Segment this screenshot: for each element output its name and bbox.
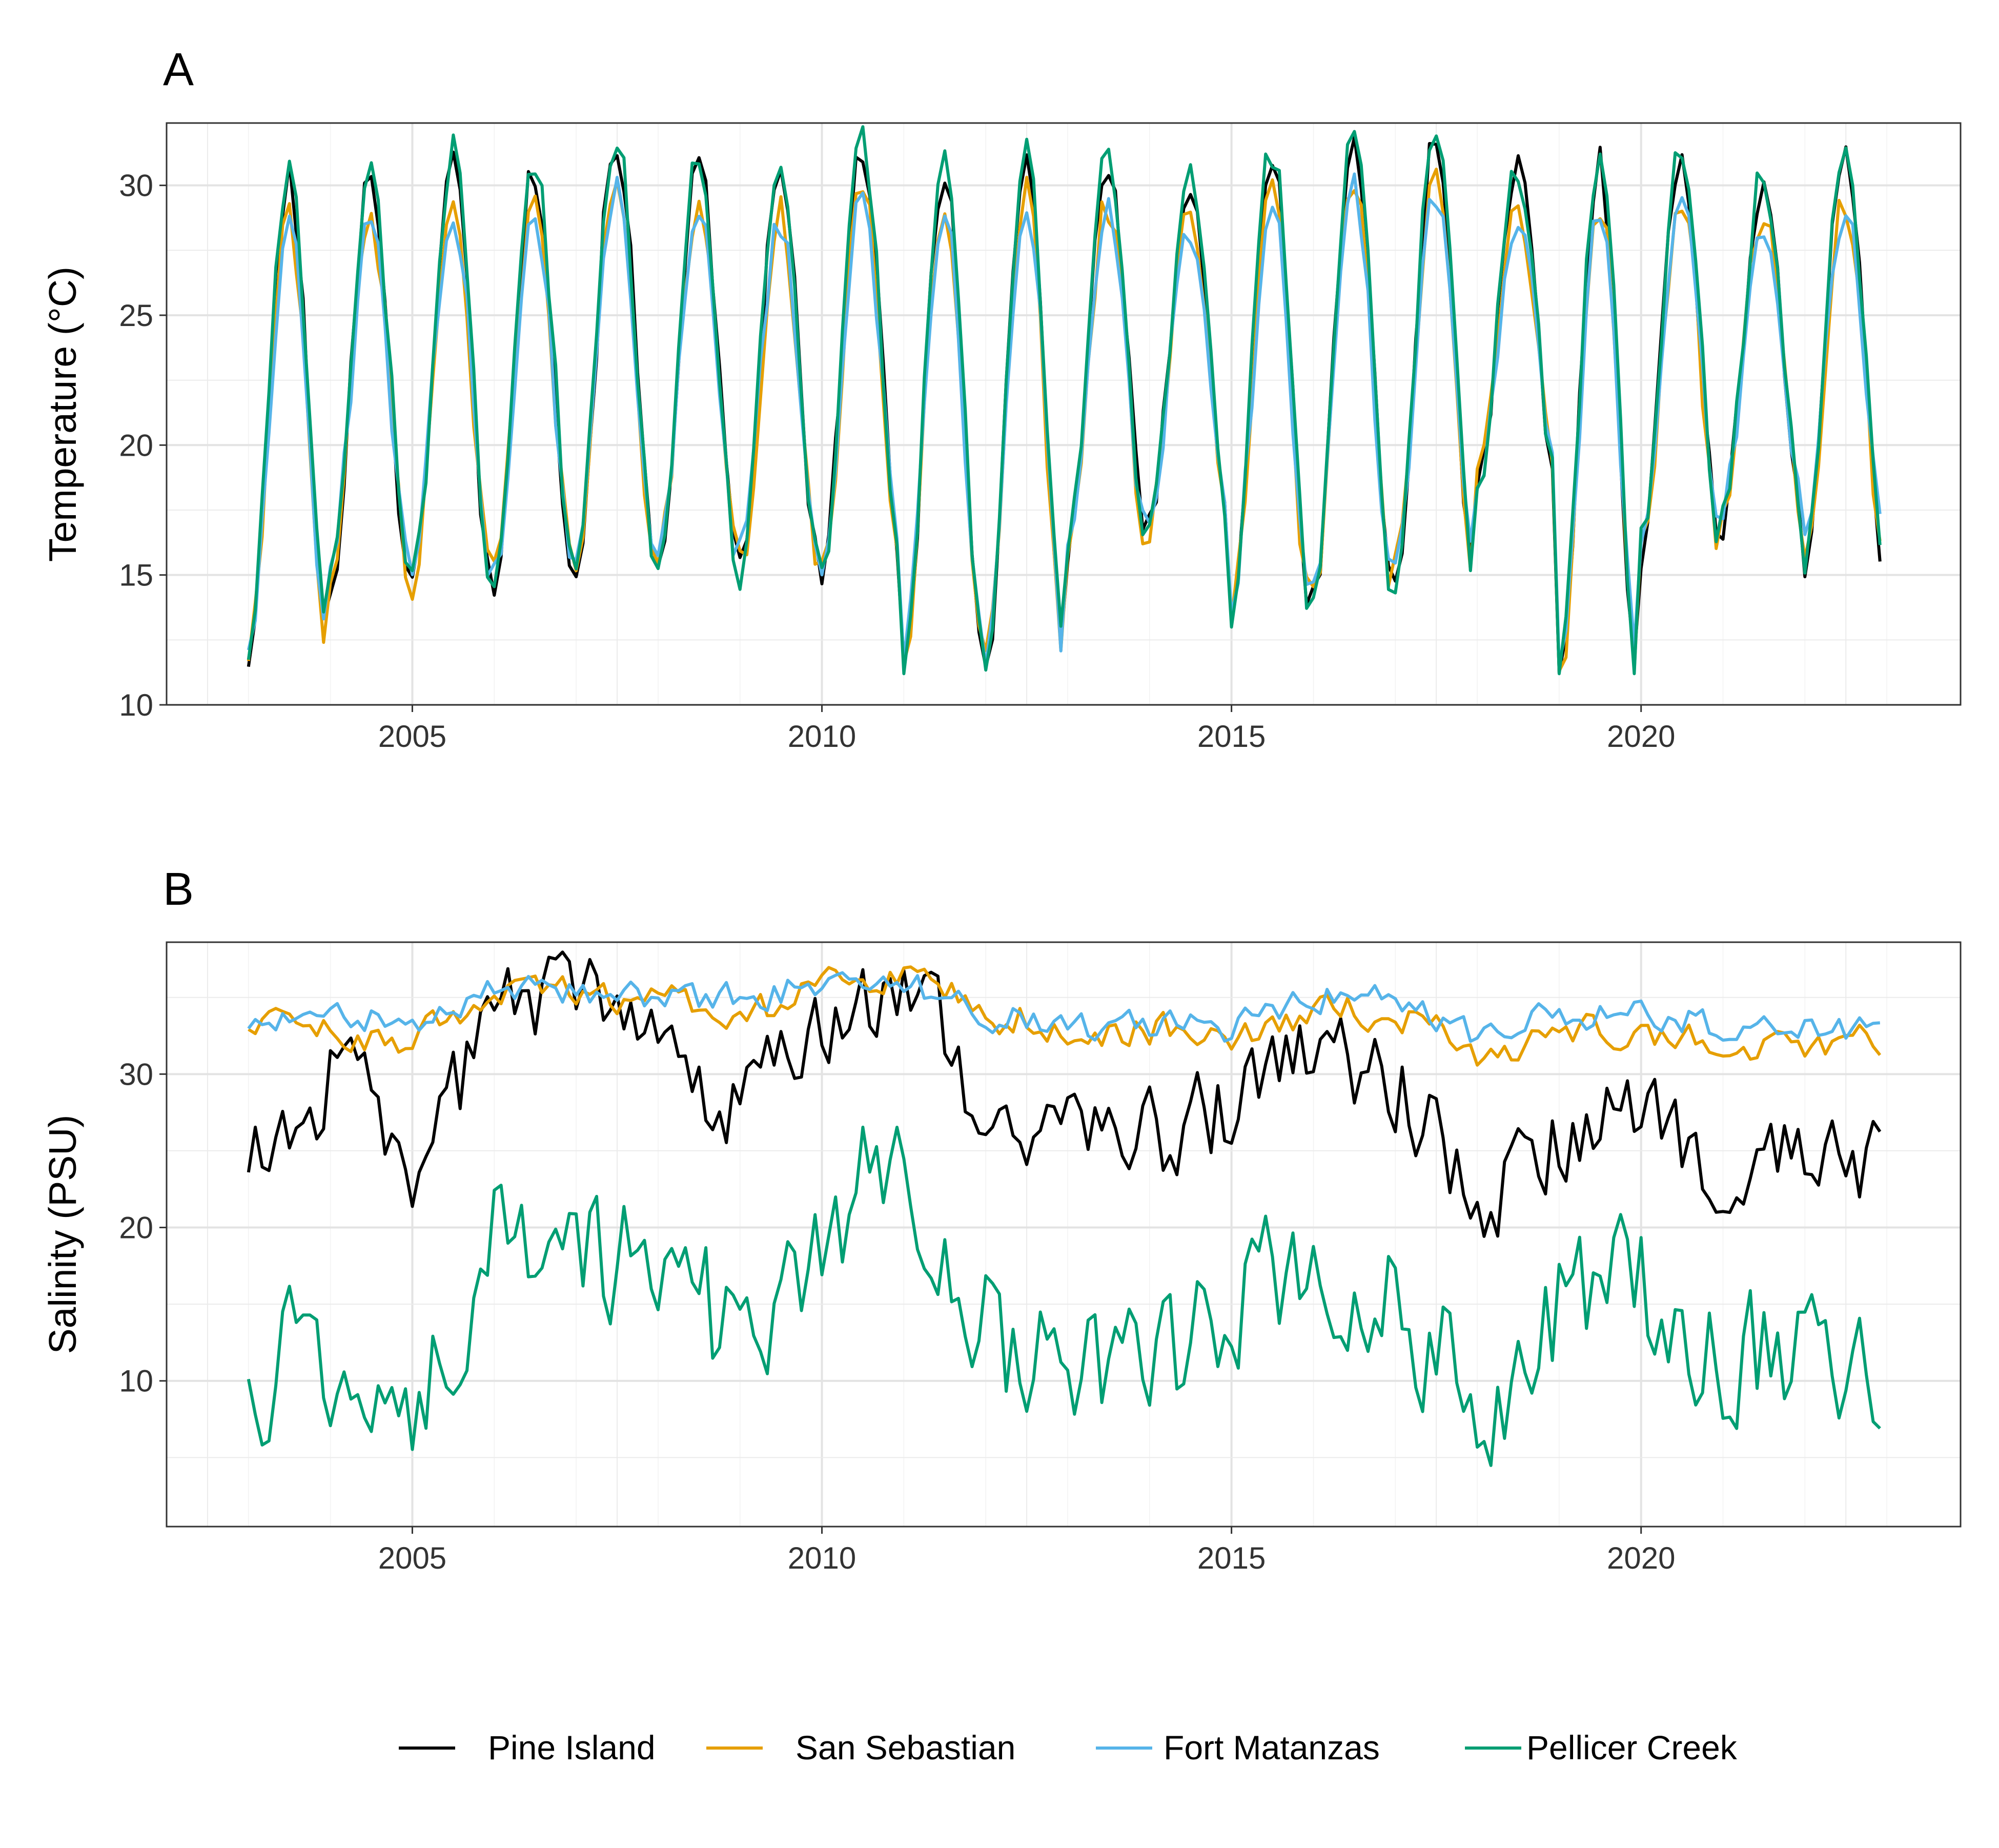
panel-b-x-tick-label: 2020 (1607, 1541, 1675, 1575)
panel-a-y-tick-label: 10 (119, 688, 153, 722)
panel-a-y-tick-label: 25 (119, 298, 153, 333)
panel-b-x-tick-label: 2015 (1197, 1541, 1266, 1575)
panel-a-plot-border (166, 122, 1962, 706)
panel-a-lines (247, 125, 1882, 676)
panel-a-x-tick-label: 2005 (378, 719, 446, 754)
temperature-line-pellicer-creek (247, 125, 1882, 676)
salinity-line-san-sebastian (248, 965, 1882, 1067)
panel-b-plot-border (166, 941, 1962, 1528)
legend-item-pellicer-creek: Pellicer Creek (1465, 1729, 1738, 1766)
panel-a-y-tick-label: 30 (119, 169, 153, 203)
panel-a: A 2005 2010 2015 2020 10 15 20 25 30 Temperature… (41, 44, 1962, 754)
legend-item-pine-island: Pine Island (399, 1729, 656, 1766)
panel-a-x-tick-label: 2010 (788, 719, 856, 754)
panel-a-x-tick-label: 2015 (1197, 719, 1266, 754)
panel-b: B 2005 2010 2015 2020 10 20 30 Salinity (PSU) (41, 864, 1962, 1575)
panel-a-y-tick-label: 20 (119, 428, 153, 462)
panel-a-y-axis-title: Temperature (°C) (41, 267, 84, 562)
panel-b-y-tick-label: 20 (119, 1211, 153, 1245)
legend-label-san-sebastian: San Sebastian (795, 1729, 1015, 1766)
panel-b-y-tick-label: 30 (119, 1057, 153, 1091)
panel-a-x-tick-label: 2020 (1607, 719, 1675, 754)
legend-label-pine-island: Pine Island (488, 1729, 656, 1766)
panel-b-ticks: 2005 2010 2015 2020 10 20 30 (119, 1057, 1675, 1575)
panel-b-x-tick-label: 2010 (788, 1541, 856, 1575)
panel-a-ticks: 2005 2010 2015 2020 10 15 20 25 30 (119, 169, 1675, 754)
salinity-line-pine-island (247, 950, 1882, 1238)
panel-b-lines (247, 950, 1882, 1467)
legend-label-fort-matanzas: Fort Matanzas (1164, 1729, 1380, 1766)
legend-item-fort-matanzas: Fort Matanzas (1096, 1729, 1380, 1766)
panel-b-y-axis-title: Salinity (PSU) (41, 1115, 84, 1354)
legend-label-pellicer-creek: Pellicer Creek (1526, 1729, 1738, 1766)
panel-a-tag: A (163, 44, 194, 95)
panel-b-y-tick-label: 10 (119, 1364, 153, 1398)
panel-b-x-tick-label: 2005 (378, 1541, 446, 1575)
salinity-line-pellicer-creek (247, 1125, 1881, 1467)
legend-item-san-sebastian: San Sebastian (706, 1729, 1015, 1766)
legend: Pine Island San Sebastian Fort Matanzas … (399, 1729, 1738, 1766)
salinity-line-fort-matanzas (247, 971, 1881, 1043)
panel-b-tag: B (163, 864, 194, 915)
panel-a-y-tick-label: 15 (119, 558, 153, 593)
